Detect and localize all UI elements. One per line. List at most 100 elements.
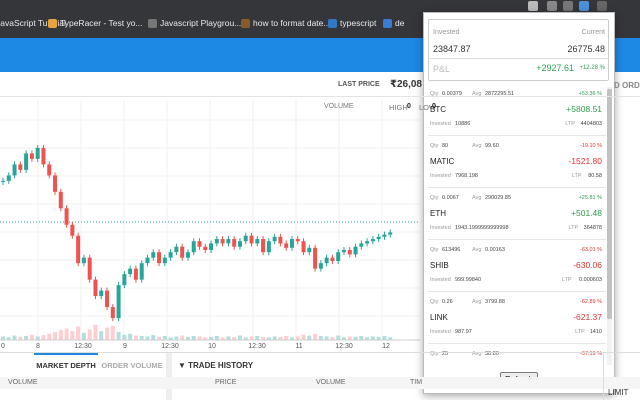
ltp: 0.000603 (579, 277, 602, 283)
candle (278, 236, 283, 244)
qty-label: Qty (430, 247, 439, 253)
candle (220, 239, 225, 244)
candle (76, 235, 81, 264)
avg: 38.80 (485, 351, 499, 357)
candle (272, 236, 277, 242)
bookmark[interactable]: Javascript Playgrou... (160, 18, 242, 28)
candle (330, 257, 335, 261)
divider (0, 96, 640, 97)
column-header: VOLUME (316, 379, 346, 386)
pnl: -554.73 (573, 364, 602, 365)
toolbar-icon[interactable] (597, 1, 607, 11)
volume-bar (336, 335, 341, 340)
ltp: 80.58 (588, 173, 602, 179)
separator (428, 291, 606, 292)
symbol: ETH (430, 209, 446, 218)
volume-bar (151, 335, 156, 340)
invested: 987.97 (455, 329, 472, 335)
scrollbar (607, 87, 612, 365)
bookmark[interactable]: de (395, 18, 405, 28)
candle (336, 252, 341, 261)
tab[interactable]: ORDER VOLUME (101, 361, 163, 370)
candle (133, 268, 138, 280)
x-tick-label: 11 (295, 343, 302, 350)
volume-bar (313, 333, 318, 340)
summary-divider (428, 58, 609, 59)
candle (266, 241, 271, 253)
volume-bar (185, 336, 190, 340)
volume-bar (243, 337, 248, 340)
volume-bar (272, 336, 277, 340)
separator (428, 343, 606, 344)
order-type: LIMIT (608, 388, 629, 397)
qty-label: Qty (430, 195, 439, 201)
volume-bar (278, 336, 283, 340)
avg: 0.00163 (485, 247, 505, 253)
invested-label: Invested (430, 173, 451, 179)
volume-bar (382, 336, 387, 340)
volume-bar (307, 335, 312, 340)
candle (376, 236, 381, 240)
candle (93, 279, 98, 297)
ltp-label: LTP (571, 173, 582, 179)
x-tick-label: 12:30 (74, 343, 92, 350)
volume-bar (295, 336, 300, 340)
candle (284, 243, 289, 248)
volume-bar (226, 336, 231, 340)
invested: 10886 (455, 121, 471, 127)
bookmark[interactable]: JavaScript Tutorial (0, 18, 66, 28)
volume-bar (29, 334, 34, 340)
column-header: TIM (410, 379, 423, 386)
pnl: -630.06 (573, 260, 602, 270)
volume-bar (209, 336, 214, 340)
stat: 0 (432, 103, 436, 110)
bookmark[interactable]: how to format date... (253, 18, 331, 28)
volume-bar (47, 333, 52, 340)
candle (261, 239, 266, 253)
candle (105, 290, 110, 308)
candle (353, 246, 358, 255)
toolbar-icon[interactable] (563, 1, 573, 11)
avg-label: Avg (472, 299, 482, 305)
avg: 290029.85 (485, 195, 511, 201)
candle (174, 246, 179, 253)
bookmark[interactable]: typescript (340, 18, 377, 28)
candle (1, 180, 5, 182)
avg: 3799.88 (485, 299, 505, 305)
bookmark[interactable]: TypeRacer - Test yo... (60, 18, 143, 28)
volume-bar (330, 336, 335, 340)
candle (191, 241, 196, 253)
candle (289, 239, 294, 248)
qty: 0.00379 (442, 91, 462, 97)
volume-bar (365, 337, 370, 340)
extension-popup: Qty 0.00379 Avg 2872295.51 +53.36 % BTC +5808.… (423, 12, 615, 394)
qty-label: Qty (430, 91, 439, 97)
candle (116, 285, 121, 319)
stat: 0 (407, 103, 411, 110)
candle (18, 164, 23, 170)
candle (47, 164, 52, 176)
candle (255, 239, 260, 244)
tab-active[interactable]: MARKET DEPTH (34, 353, 98, 377)
separator (428, 187, 606, 188)
volume-bar (388, 337, 393, 340)
candle (145, 257, 150, 264)
pnl-label: P&L (433, 64, 451, 74)
candle (237, 241, 242, 247)
toolbar-icon[interactable] (579, 1, 589, 11)
avg-label: Avg (472, 91, 482, 97)
volume-bar (105, 327, 110, 340)
volume-bar (24, 336, 29, 340)
ltp-label: LTP (561, 277, 572, 283)
toolbar-icon[interactable] (528, 1, 538, 11)
candle (29, 153, 34, 159)
trade-history[interactable]: ▼ TRADE HISTORY (178, 361, 254, 370)
toolbar-icon[interactable] (547, 1, 557, 11)
symbol: MATIC (430, 157, 455, 166)
ltp-label: LTP (575, 329, 585, 335)
candle (243, 235, 248, 242)
scroll-thumb[interactable] (607, 89, 612, 319)
stat: VOLUME (324, 103, 354, 110)
pnl: +501.48 (571, 208, 602, 218)
qty: 0.0067 (442, 195, 459, 201)
